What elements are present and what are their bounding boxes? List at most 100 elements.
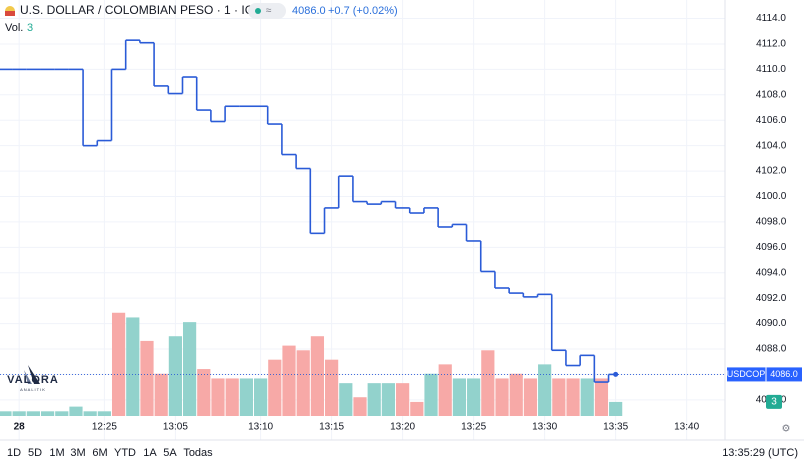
y-tick-label: 4108.0	[756, 89, 787, 100]
volume-tag	[766, 394, 782, 409]
range-button[interactable]: 5D	[28, 447, 42, 459]
volume-bar	[566, 378, 580, 416]
logo-name: VALORA	[7, 374, 59, 386]
volume-bar	[282, 345, 296, 416]
volume-bar	[239, 378, 254, 416]
range-button[interactable]: 1M	[49, 447, 64, 459]
volume-bar	[211, 378, 225, 416]
volume-bar	[509, 373, 523, 416]
range-button[interactable]: YTD	[114, 447, 136, 459]
volume-bar	[111, 312, 126, 416]
x-tick-label: 13:35	[603, 422, 628, 433]
volume-bar	[296, 350, 310, 416]
volume-bar	[168, 336, 182, 416]
x-tick-label: 13:40	[674, 422, 699, 433]
volume-bar	[26, 411, 40, 416]
price	[0, 39, 725, 383]
volume-bar	[538, 364, 552, 416]
range-button[interactable]: Todas	[183, 447, 213, 459]
clock: 13:35:29 (UTC)	[722, 447, 798, 459]
volume-bar	[381, 383, 396, 416]
volume-bar	[197, 369, 211, 416]
logo-icon	[28, 365, 40, 384]
volume-bar	[481, 350, 495, 416]
volume-bar	[594, 378, 609, 416]
y-tick-label: 4114.0	[756, 13, 786, 24]
x-tick-label: 13:05	[163, 422, 188, 433]
y-tick-label: 4106.0	[756, 115, 787, 126]
y-tick-label: 4094.0	[756, 267, 787, 278]
volume-bar	[126, 317, 140, 416]
volume-bar	[467, 378, 481, 416]
volume-bar	[325, 359, 339, 416]
volume-bar	[580, 378, 594, 416]
volume-bar	[154, 373, 168, 416]
vol-label: Vol.	[5, 22, 23, 34]
volume	[0, 312, 623, 416]
volume-bar	[182, 322, 197, 416]
volume-bar	[396, 383, 410, 416]
y-tick-label: 4110.0	[756, 64, 786, 75]
range-button[interactable]: 1A	[143, 447, 157, 459]
volume-bar	[254, 378, 268, 416]
y-tick-label: 4104.0	[756, 140, 787, 151]
x-tick-label: 13:30	[532, 422, 557, 433]
volume-bar	[310, 336, 325, 416]
volume-bar	[83, 411, 97, 416]
y-tick-label: 4096.0	[756, 242, 787, 253]
volume-bar	[268, 359, 282, 416]
x-tick-label: 13:20	[390, 422, 415, 433]
volume-bar	[367, 383, 381, 416]
toolbar: 1D 5D 1M 3M 6M YTD 1A 5A Todas	[7, 447, 213, 459]
y-tick-label: 4102.0	[756, 166, 787, 177]
x-tick-label: 13:25	[461, 422, 486, 433]
range-button[interactable]: 3M	[70, 447, 85, 459]
volume-bar	[452, 378, 467, 416]
status-dot	[255, 8, 261, 14]
x-tick-label: 13:15	[319, 422, 344, 433]
x-tick-label: 28	[14, 422, 26, 433]
volume-bar	[410, 401, 424, 416]
range-button[interactable]: 6M	[92, 447, 107, 459]
volume-bar	[97, 411, 111, 416]
volume-bar	[12, 411, 26, 416]
price-tag-value: 4086.0	[770, 369, 798, 379]
volume-tag-label: 3	[771, 397, 777, 408]
vol-value: 3	[27, 22, 33, 34]
range-button[interactable]: 1D	[7, 447, 21, 459]
status-pill	[248, 3, 286, 19]
volume-bar	[40, 411, 55, 416]
y-tick-label: 4090.0	[756, 318, 787, 329]
volume-bar	[495, 378, 509, 416]
last-price: 4086.0	[292, 5, 326, 17]
volume-bar	[55, 411, 69, 416]
y-tick-label: 4100.0	[756, 191, 787, 202]
y-tick-label: 4092.0	[756, 293, 787, 304]
y-tick-label: 4098.0	[756, 217, 787, 228]
volume-bar	[609, 401, 623, 416]
price-tag	[727, 367, 802, 382]
flag-icon	[5, 11, 15, 16]
logo-icon	[24, 370, 32, 384]
status-icon: ≈	[266, 6, 272, 17]
volume-bar	[552, 378, 566, 416]
x-tick-label: 12:25	[92, 422, 117, 433]
settings-icon: ⚙	[782, 424, 791, 435]
price-change: +0.7 (+0.02%)	[328, 5, 398, 17]
volume-bar	[69, 406, 83, 416]
volume-bar	[353, 397, 367, 416]
volume-bar	[140, 340, 154, 416]
volume-bar	[424, 373, 438, 416]
symbol-title: U.S. DOLLAR / COLOMBIAN PESO · 1 · ICE	[20, 3, 261, 17]
volume-bar	[438, 364, 452, 416]
price-tag-name: USDCOP	[727, 369, 766, 379]
logo-sub: ANALITIK	[20, 387, 46, 392]
volume-bar	[0, 411, 12, 416]
y-tick-label: 4088.0	[756, 344, 787, 355]
y-tick-label: 4112.0	[756, 39, 786, 50]
volume-bar	[225, 378, 239, 416]
x-tick-label: 13:10	[248, 422, 273, 433]
range-button[interactable]: 5A	[163, 447, 177, 459]
volume-bar	[339, 383, 353, 416]
